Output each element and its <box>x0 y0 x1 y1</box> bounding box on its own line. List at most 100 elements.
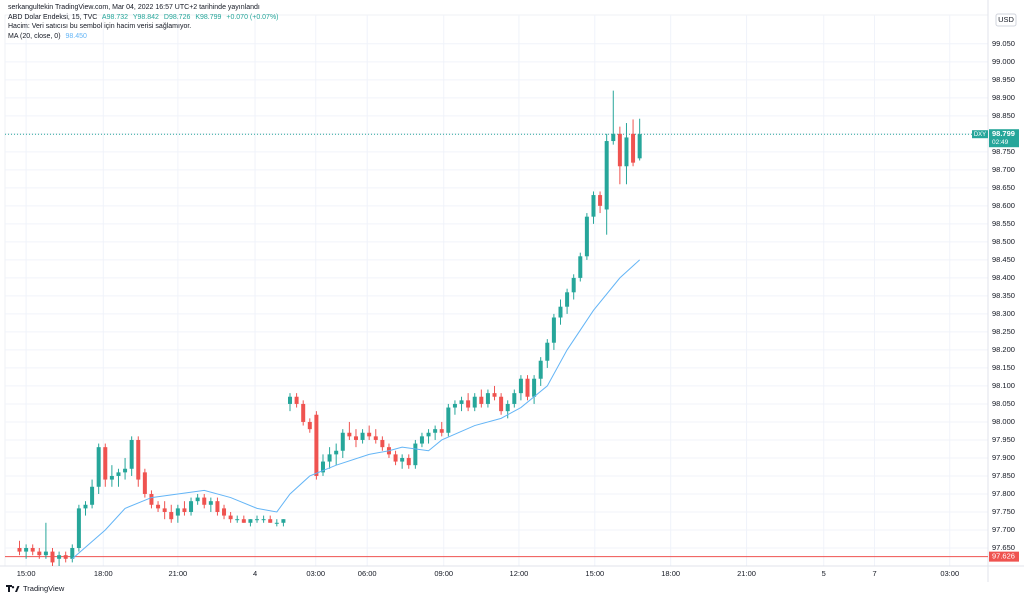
candle-body <box>637 134 642 159</box>
y-tick-label: 97.750 <box>992 507 1015 516</box>
y-tick-label: 97.650 <box>992 543 1015 552</box>
candle-body <box>466 400 471 408</box>
candle-body <box>571 277 576 293</box>
x-tick-label: 03:00 <box>940 569 959 578</box>
candle-body <box>525 378 530 397</box>
x-tick-label: 12:00 <box>510 569 529 578</box>
candle-body <box>558 306 563 318</box>
y-tick-label: 97.950 <box>992 435 1015 444</box>
candle-body <box>109 475 114 480</box>
candle-body <box>37 551 42 556</box>
y-tick-label: 99.000 <box>992 57 1015 66</box>
candle-body <box>353 436 358 440</box>
candle-body <box>532 378 537 397</box>
candle-body <box>255 519 260 521</box>
x-tick-label: 03:00 <box>306 569 325 578</box>
candle-body <box>393 454 398 462</box>
x-tick-label: 15:00 <box>585 569 604 578</box>
candle-body <box>611 133 616 142</box>
ma-legend: MA (20, close, 0) 98.450 <box>8 32 282 42</box>
volume-legend: Hacim: Veri satıcısı bu sembol için haci… <box>8 22 282 32</box>
candle-body <box>518 378 523 394</box>
ma-name: MA (20, close, 0) <box>8 32 61 40</box>
candle-body <box>129 439 134 469</box>
y-tick-label: 97.850 <box>992 471 1015 480</box>
candle-body <box>400 457 405 462</box>
x-tick-label: 18:00 <box>94 569 113 578</box>
candle-body <box>598 195 603 206</box>
candle-body <box>307 421 312 430</box>
candle-body <box>149 493 154 505</box>
candle-body <box>142 472 147 494</box>
candle-body <box>301 403 306 422</box>
y-tick-label: 98.500 <box>992 237 1015 246</box>
candle-body <box>360 432 365 440</box>
published-line: serkangultekin TradingView.com, Mar 04, … <box>8 3 282 13</box>
candle-body <box>83 504 88 509</box>
header: serkangultekin TradingView.com, Mar 04, … <box>8 3 282 41</box>
candle-body <box>492 393 497 397</box>
candle-body <box>182 508 187 512</box>
candle-body <box>103 447 108 480</box>
candle-body <box>274 522 279 524</box>
y-tick-label: 98.300 <box>992 309 1015 318</box>
x-tick-label: 06:00 <box>358 569 377 578</box>
candle-body <box>472 396 477 408</box>
candle-body <box>281 519 286 523</box>
price-label-box <box>989 129 1019 148</box>
candle-body <box>215 501 220 512</box>
candle-body <box>446 407 451 433</box>
ma-line <box>71 259 640 560</box>
candle-body <box>485 393 490 404</box>
candle-body <box>17 547 22 552</box>
candle-body <box>222 508 227 516</box>
low-label: 97.626 <box>992 552 1015 561</box>
y-tick-label: 98.650 <box>992 183 1015 192</box>
candle-body <box>426 432 431 437</box>
symbol-legend: ABD Dolar Endeksi, 15, TVC A98.732 Y98.8… <box>8 13 282 23</box>
candle-body <box>320 461 325 473</box>
candle-body <box>169 511 174 520</box>
currency-box <box>995 13 1017 27</box>
candle-body <box>413 443 418 466</box>
y-tick-label: 98.700 <box>992 165 1015 174</box>
price-label: 98.799 <box>992 129 1015 138</box>
candle-body <box>631 133 636 163</box>
candle-body <box>439 429 444 433</box>
candle-body <box>617 133 622 167</box>
candle-body <box>241 519 246 523</box>
y-tick-label: 98.900 <box>992 93 1015 102</box>
candle-body <box>90 486 95 505</box>
candle-body <box>288 396 293 404</box>
candle-body <box>294 396 299 404</box>
candle-body <box>340 432 345 451</box>
candle-body <box>565 292 570 307</box>
symbol: ABD Dolar Endeksi, 15, TVC <box>8 13 98 21</box>
y-tick-label: 98.750 <box>992 147 1015 156</box>
candle-body <box>162 508 167 512</box>
y-tick-label: 97.700 <box>992 525 1015 534</box>
candle-body <box>334 450 339 455</box>
candle-body <box>578 256 583 278</box>
y-tick-label: 97.800 <box>992 489 1015 498</box>
candle-body <box>419 436 424 444</box>
candle-body <box>70 547 75 559</box>
x-tick-label: 18:00 <box>661 569 680 578</box>
candle-body <box>43 551 48 556</box>
candle-body <box>96 447 101 487</box>
y-tick-label: 98.050 <box>992 399 1015 408</box>
ma-value: 98.450 <box>65 32 87 40</box>
change: +0.070 (+0.07%) <box>226 13 279 21</box>
footer: TradingView <box>23 584 65 593</box>
candle-body <box>156 504 161 509</box>
candle-body <box>202 497 207 505</box>
candle-body <box>433 429 438 433</box>
high: Y98.842 <box>132 13 159 21</box>
x-tick-label: 7 <box>872 569 876 578</box>
close: K98.799 <box>195 13 222 21</box>
volume-note: Hacim: Veri satıcısı bu sembol için haci… <box>8 23 192 30</box>
y-tick-label: 97.900 <box>992 453 1015 462</box>
y-tick-label: 98.100 <box>992 381 1015 390</box>
y-tick-label: 98.000 <box>992 417 1015 426</box>
